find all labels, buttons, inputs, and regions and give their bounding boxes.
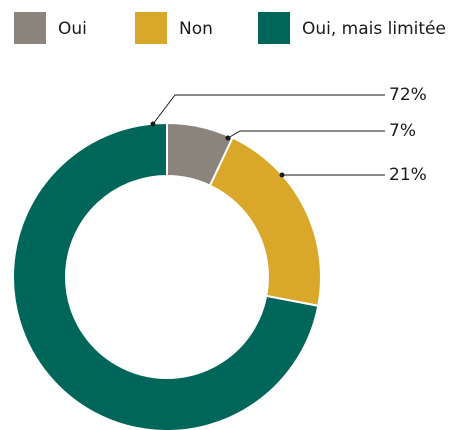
callout-dot bbox=[225, 135, 231, 141]
legend-label: Oui, mais limitée bbox=[302, 19, 446, 39]
legend-swatch bbox=[135, 12, 167, 44]
data-label: 7% bbox=[389, 121, 416, 141]
legend-swatch bbox=[14, 12, 46, 44]
legend-swatch bbox=[258, 12, 290, 44]
callout-line bbox=[152, 94, 385, 125]
donut-slice bbox=[12, 121, 320, 430]
donut-slice bbox=[208, 136, 322, 308]
legend-label: Non bbox=[179, 19, 213, 39]
data-label: 21% bbox=[389, 165, 427, 185]
legend-label: Oui bbox=[58, 19, 87, 39]
callout-dot bbox=[150, 121, 156, 127]
callout-line bbox=[227, 130, 385, 139]
data-label: 72% bbox=[389, 85, 427, 105]
callout-dot bbox=[279, 172, 285, 178]
